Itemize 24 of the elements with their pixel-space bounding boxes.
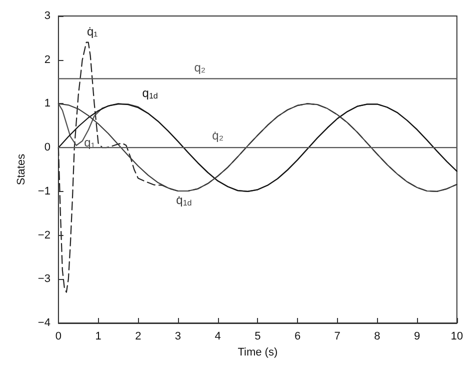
series-label: q̇₂	[212, 128, 224, 143]
x-tick-label: 5	[254, 330, 261, 342]
x-axis-title: Time (s)	[238, 346, 278, 358]
y-tick-label: −3	[38, 273, 50, 286]
x-tick-label: 10	[450, 330, 464, 342]
y-axis-title: States	[16, 153, 28, 186]
x-tick-label: 1	[95, 330, 102, 342]
y-tick-label: 1	[44, 98, 50, 110]
y-tick-label: 3	[44, 10, 50, 22]
series-label: q₂	[194, 60, 206, 74]
x-tick-label: 7	[334, 330, 340, 342]
y-tick-label: −2	[38, 229, 50, 242]
y-tick-label: −1	[38, 185, 50, 198]
x-tick-label: 8	[374, 330, 380, 342]
series-label: q̇₁	[86, 24, 98, 38]
x-tick-label: 3	[174, 330, 182, 342]
x-tick-label: 9	[414, 330, 420, 342]
x-tick-label: 6	[294, 330, 301, 342]
x-tick-label: 2	[135, 330, 142, 342]
y-tick-label: 2	[44, 54, 50, 66]
y-tick-label: −4	[38, 317, 50, 329]
y-tick-label: 0	[44, 142, 50, 154]
x-tick-label: 4	[214, 330, 221, 342]
x-tick-label: 0	[55, 330, 62, 342]
